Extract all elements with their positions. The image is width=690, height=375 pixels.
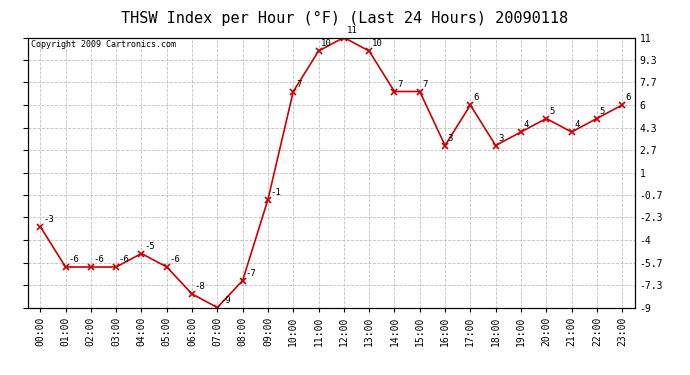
Text: 5: 5 <box>549 107 554 116</box>
Text: 6: 6 <box>625 93 630 102</box>
Text: -8: -8 <box>195 282 206 291</box>
Text: 10: 10 <box>322 39 332 48</box>
Text: -5: -5 <box>144 242 155 251</box>
Text: 6: 6 <box>473 93 478 102</box>
Text: Copyright 2009 Cartronics.com: Copyright 2009 Cartronics.com <box>30 40 176 49</box>
Text: -3: -3 <box>43 215 54 224</box>
Text: 5: 5 <box>600 107 605 116</box>
Text: -6: -6 <box>170 255 180 264</box>
Text: 4: 4 <box>574 120 580 129</box>
Text: -6: -6 <box>68 255 79 264</box>
Text: 4: 4 <box>524 120 529 129</box>
Text: 10: 10 <box>372 39 383 48</box>
Text: -6: -6 <box>119 255 130 264</box>
Text: -7: -7 <box>246 269 256 278</box>
Text: 11: 11 <box>346 26 357 35</box>
Text: -6: -6 <box>94 255 104 264</box>
Text: -1: -1 <box>270 188 282 197</box>
Text: 7: 7 <box>296 80 302 89</box>
Text: 3: 3 <box>448 134 453 143</box>
Text: 7: 7 <box>422 80 428 89</box>
Text: 3: 3 <box>498 134 504 143</box>
Text: -9: -9 <box>220 296 231 305</box>
Text: 7: 7 <box>397 80 402 89</box>
Text: THSW Index per Hour (°F) (Last 24 Hours) 20090118: THSW Index per Hour (°F) (Last 24 Hours)… <box>121 11 569 26</box>
